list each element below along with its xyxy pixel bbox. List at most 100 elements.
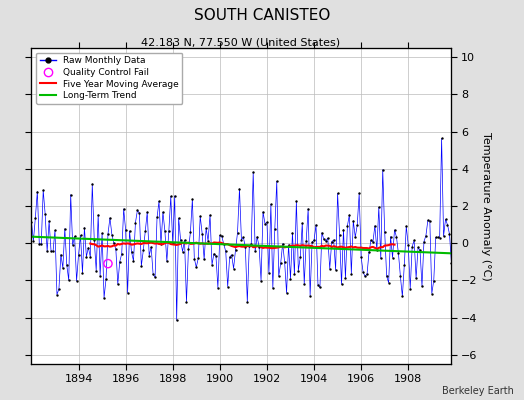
Point xyxy=(78,270,86,276)
Point xyxy=(104,260,112,267)
Point xyxy=(324,235,332,241)
Point xyxy=(312,222,320,228)
Point xyxy=(124,290,132,296)
Point xyxy=(117,251,126,257)
Point xyxy=(222,248,230,254)
Point xyxy=(320,236,328,243)
Point xyxy=(349,218,357,224)
Point xyxy=(314,282,322,288)
Point xyxy=(116,258,124,265)
Point xyxy=(280,258,289,265)
Point xyxy=(59,265,67,271)
Point xyxy=(261,220,269,227)
Point xyxy=(35,241,43,247)
Point xyxy=(129,258,138,264)
Point xyxy=(88,181,96,187)
Point xyxy=(127,249,136,255)
Point xyxy=(151,274,159,280)
Point xyxy=(408,244,417,250)
Point xyxy=(77,232,85,238)
Point xyxy=(333,190,342,196)
Point xyxy=(64,277,73,283)
Point xyxy=(375,204,383,210)
Point xyxy=(267,201,275,208)
Point xyxy=(300,281,309,287)
Point xyxy=(302,238,310,244)
Point xyxy=(227,252,236,258)
Point xyxy=(217,233,226,240)
Point xyxy=(80,224,89,231)
Point xyxy=(369,239,377,245)
Point xyxy=(122,227,130,233)
Point xyxy=(306,292,314,299)
Point xyxy=(84,244,93,251)
Point xyxy=(37,241,46,247)
Point xyxy=(282,290,291,296)
Point xyxy=(41,211,49,218)
Point xyxy=(265,270,273,276)
Point xyxy=(380,229,389,235)
Point xyxy=(420,238,428,245)
Point xyxy=(170,193,179,199)
Point xyxy=(277,260,285,266)
Point xyxy=(418,283,426,289)
Point xyxy=(174,215,183,221)
Point xyxy=(445,231,454,237)
Point xyxy=(204,238,212,244)
Point xyxy=(162,258,171,264)
Point xyxy=(92,268,101,274)
Point xyxy=(157,241,165,247)
Point xyxy=(318,230,326,236)
Point xyxy=(210,250,218,257)
Point xyxy=(186,229,194,236)
Point xyxy=(119,206,128,212)
Point xyxy=(135,210,144,216)
Point xyxy=(45,218,53,224)
Point xyxy=(290,271,299,278)
Point xyxy=(435,234,444,241)
Point xyxy=(194,255,202,262)
Point xyxy=(53,291,61,298)
Point xyxy=(177,237,185,243)
Point xyxy=(147,244,155,250)
Point xyxy=(233,230,242,236)
Point xyxy=(255,244,263,250)
Point xyxy=(27,219,36,225)
Point xyxy=(386,233,395,240)
Point xyxy=(245,243,254,249)
Point xyxy=(251,248,259,254)
Point xyxy=(373,247,381,253)
Point xyxy=(114,281,122,287)
Point xyxy=(202,225,210,232)
Point xyxy=(377,255,385,262)
Point xyxy=(410,237,418,244)
Point xyxy=(104,231,112,237)
Point xyxy=(322,238,330,244)
Point xyxy=(237,237,246,243)
Point xyxy=(67,192,75,198)
Point xyxy=(355,190,363,196)
Point xyxy=(112,246,120,252)
Point xyxy=(449,228,457,234)
Point xyxy=(196,213,204,219)
Point xyxy=(125,228,134,234)
Point xyxy=(357,254,365,260)
Y-axis label: Temperature Anomaly (°C): Temperature Anomaly (°C) xyxy=(482,132,492,280)
Point xyxy=(232,246,240,253)
Point xyxy=(335,232,344,238)
Point xyxy=(165,228,173,234)
Point xyxy=(82,254,91,260)
Point xyxy=(54,286,63,292)
Point xyxy=(286,275,294,282)
Point xyxy=(340,226,348,233)
Point xyxy=(416,247,424,254)
Point xyxy=(272,178,281,184)
Point xyxy=(90,236,99,243)
Point xyxy=(296,254,304,260)
Point xyxy=(247,240,255,247)
Point xyxy=(292,198,301,204)
Point xyxy=(441,216,450,222)
Text: SOUTH CANISTEO: SOUTH CANISTEO xyxy=(194,8,330,23)
Point xyxy=(316,284,324,290)
Point xyxy=(47,248,55,254)
